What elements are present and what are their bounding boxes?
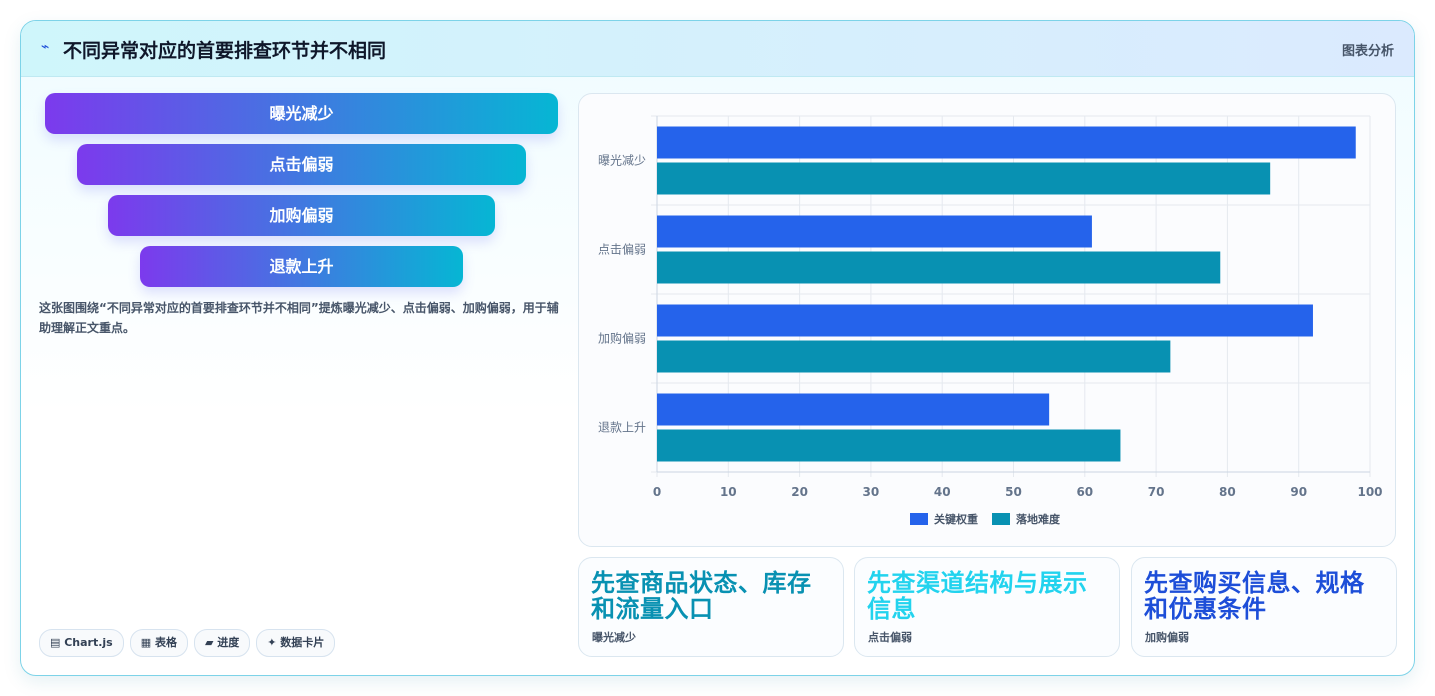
info-card-3-label: 加购偏弱 <box>1145 631 1189 644</box>
info-card-1-label: 曝光减少 <box>592 631 636 644</box>
x-tick-label: 10 <box>720 485 737 499</box>
x-tick-label: 50 <box>1005 485 1022 499</box>
x-tick-label: 80 <box>1219 485 1236 499</box>
legend-label-2: 落地难度 <box>1016 512 1061 526</box>
bar-2-1 <box>657 162 1271 195</box>
y-tick-label: 曝光减少 <box>598 154 646 168</box>
x-tick-label: 30 <box>863 485 880 499</box>
funnel-step-4: 退款上升 <box>140 246 463 287</box>
chip-data-card[interactable]: ✦ 数据卡片 <box>256 629 336 657</box>
chip-table[interactable]: ▦ 表格 <box>129 629 188 657</box>
x-tick-label: 100 <box>1357 485 1382 499</box>
y-tick-label: 点击偏弱 <box>598 242 646 257</box>
bar-1-4 <box>657 393 1050 426</box>
chip-chartjs[interactable]: ▤ Chart.js <box>39 629 124 657</box>
legend-label-1: 关键权重 <box>934 512 978 526</box>
x-tick-label: 90 <box>1290 485 1307 499</box>
chart-description: 这张图围绕“不同异常对应的首要排查环节并不相同”提炼曝光减少、点击偏弱、加购偏弱… <box>39 301 559 335</box>
info-card-2-title: 先查渠道结构与展示信息 <box>867 569 1088 623</box>
x-tick-label: 20 <box>791 485 808 499</box>
feature-chips: ▤ Chart.js ▦ 表格 ▰ 进度 ✦ 数据卡片 <box>39 629 341 657</box>
info-card-3: 先查购买信息、规格和优惠条件 加购偏弱 <box>1131 557 1397 657</box>
bar-1-1 <box>657 126 1356 159</box>
x-tick-label: 70 <box>1148 485 1165 499</box>
chart-line-icon: ⌁ <box>41 39 50 55</box>
info-card-3-title: 先查购买信息、规格和优惠条件 <box>1144 569 1365 623</box>
legend-swatch-2 <box>992 513 1010 525</box>
y-tick-label: 加购偏弱 <box>598 331 646 346</box>
bar-1-3 <box>657 304 1313 337</box>
info-card-2-label: 点击偏弱 <box>868 631 912 644</box>
chart-card: ⌁ 不同异常对应的首要排查环节并不相同 图表分析 曝光减少 点击偏弱 加购偏弱 … <box>20 20 1415 676</box>
info-card-2: 先查渠道结构与展示信息 点击偏弱 <box>854 557 1120 657</box>
x-tick-label: 0 <box>653 485 661 499</box>
bar-2-2 <box>657 251 1221 284</box>
legend-swatch-1 <box>910 513 928 525</box>
funnel-step-1: 曝光减少 <box>45 93 558 134</box>
card-title: 不同异常对应的首要排查环节并不相同 <box>63 40 387 62</box>
bar-2-4 <box>657 429 1121 462</box>
info-card-1: 先查商品状态、库存和流量入口 曝光减少 <box>578 557 844 657</box>
x-tick-label: 40 <box>934 485 951 499</box>
chart-analysis-tag: 图表分析 <box>1341 44 1394 59</box>
bar-2-3 <box>657 340 1171 373</box>
y-tick-label: 退款上升 <box>598 421 646 435</box>
x-tick-label: 60 <box>1076 485 1093 499</box>
funnel-step-2: 点击偏弱 <box>77 144 526 185</box>
bar-1-2 <box>657 215 1092 248</box>
funnel-step-3: 加购偏弱 <box>108 195 495 236</box>
card-header: ⌁ 不同异常对应的首要排查环节并不相同 图表分析 <box>21 21 1414 77</box>
bar-chart-panel: 0 10 20 30 40 50 60 70 80 90 100 曝光减少点击偏弱加购偏弱退款上升关键… <box>578 93 1396 547</box>
bar-chart: 0 10 20 30 40 50 60 70 80 90 100 曝光减少点击偏弱加购偏弱退款上升关键… <box>598 115 1383 526</box>
info-card-1-title: 先查商品状态、库存和流量入口 <box>591 569 812 623</box>
chip-progress[interactable]: ▰ 进度 <box>193 629 251 657</box>
